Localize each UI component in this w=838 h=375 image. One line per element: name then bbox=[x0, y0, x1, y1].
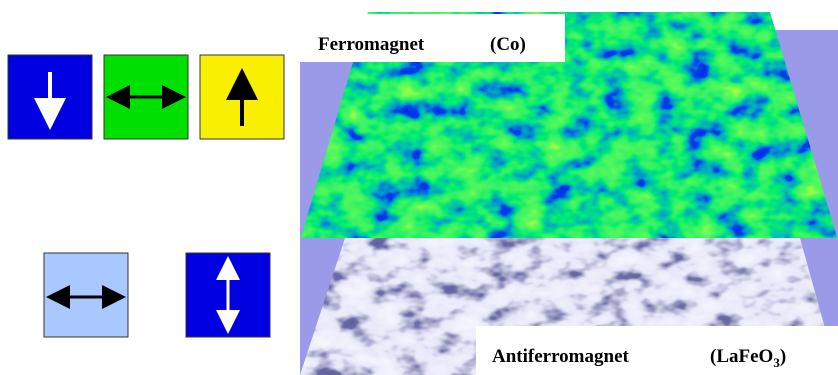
figure: Ferromagnet (Co) Antiferromagnet (LaFeO3… bbox=[0, 0, 838, 375]
formula-end: ) bbox=[780, 346, 786, 367]
square-afm-horizontal bbox=[44, 253, 128, 337]
fm-name: Ferromagnet bbox=[318, 34, 425, 55]
fm-formula: (Co) bbox=[490, 34, 526, 55]
afm-name: Antiferromagnet bbox=[492, 346, 630, 367]
legend-squares bbox=[8, 55, 284, 337]
formula: (LaFeO bbox=[710, 346, 773, 367]
